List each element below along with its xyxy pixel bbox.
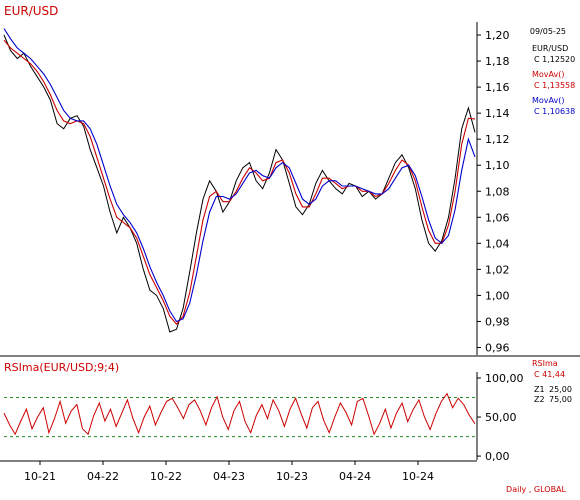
legend-z1-value: 25,00 bbox=[549, 385, 572, 394]
price-y-tick-label: 1,08 bbox=[485, 185, 510, 198]
x-tick-label: 04-23 bbox=[213, 470, 245, 483]
footer-label: Daily , GLOBAL bbox=[506, 485, 567, 494]
x-tick-label: 10-23 bbox=[276, 470, 308, 483]
price-y-ticks: 0,96 0,98 1,00 1,02 1,04 1,06 1,08 1,10 1,12 1,14… bbox=[477, 29, 510, 354]
rsi-y-tick-label: 50,00 bbox=[485, 411, 517, 424]
legend-z2-value: 75,00 bbox=[549, 395, 572, 404]
rsi-series-group bbox=[3, 392, 476, 436]
price-y-tick-label: 0,96 bbox=[485, 341, 510, 354]
x-tick-label: 10-24 bbox=[402, 470, 434, 483]
rsi-panel: RSIma(EUR/USD;9;4) 0,00 50,00 100,00 RSIma… bbox=[3, 359, 572, 463]
legend-price-name: EUR/USD bbox=[532, 44, 568, 53]
x-tick-label: 10-22 bbox=[150, 470, 182, 483]
price-y-tick-label: 1,00 bbox=[485, 289, 510, 302]
price-y-tick-label: 1,02 bbox=[485, 263, 510, 276]
price-chart-title: EUR/USD bbox=[4, 4, 58, 18]
rsi-series-line-0 bbox=[3, 392, 476, 436]
price-y-tick-label: 0,98 bbox=[485, 315, 510, 328]
series-line-2 bbox=[3, 28, 476, 323]
series-line-0 bbox=[3, 34, 476, 333]
chart-date-label: 09/05-25 bbox=[530, 27, 566, 36]
price-y-tick-label: 1,06 bbox=[485, 211, 510, 224]
rsi-y-ticks: 0,00 50,00 100,00 bbox=[477, 372, 524, 463]
x-tick-label: 04-22 bbox=[87, 470, 119, 483]
legend-movav-red-value: C 1,13558 bbox=[534, 81, 575, 90]
price-y-tick-label: 1,16 bbox=[485, 81, 510, 94]
price-y-tick-label: 1,04 bbox=[485, 237, 510, 250]
price-y-tick-label: 1,12 bbox=[485, 133, 510, 146]
rsi-chart-title: RSIma(EUR/USD;9;4) bbox=[4, 361, 119, 374]
legend-movav-blue-value: C 1,10638 bbox=[534, 107, 575, 116]
legend-price-value: C 1,12520 bbox=[534, 55, 575, 64]
rsi-y-tick-label: 100,00 bbox=[485, 372, 524, 385]
x-tick-label: 10-21 bbox=[24, 470, 56, 483]
legend-rsi-value: C 41,44 bbox=[534, 370, 565, 379]
legend-z2-name: Z2 bbox=[534, 395, 545, 404]
rsi-y-tick-label: 0,00 bbox=[485, 450, 510, 463]
rsi-level-lines bbox=[4, 397, 477, 438]
legend-movav-red-name: MovAv() bbox=[532, 70, 565, 79]
legend-z1-name: Z1 bbox=[534, 385, 545, 394]
price-y-tick-label: 1,18 bbox=[485, 55, 510, 68]
legend-movav-blue-name: MovAv() bbox=[532, 96, 565, 105]
price-panel: EUR/USD 0,96 0,98 1,00 1,02 1,04 1,06 1,08 1,10… bbox=[3, 4, 575, 355]
price-y-tick-label: 1,14 bbox=[485, 107, 510, 120]
price-y-tick-label: 1,10 bbox=[485, 159, 510, 172]
series-line-1 bbox=[3, 39, 476, 325]
x-tick-label: 04-24 bbox=[339, 470, 371, 483]
x-axis-ticks: 10-21 04-22 10-22 04-23 10-23 04-24 10-24 bbox=[24, 461, 434, 483]
price-y-tick-label: 1,20 bbox=[485, 29, 510, 42]
legend-rsi-name: RSIma bbox=[532, 359, 558, 368]
price-series-group bbox=[3, 28, 476, 333]
